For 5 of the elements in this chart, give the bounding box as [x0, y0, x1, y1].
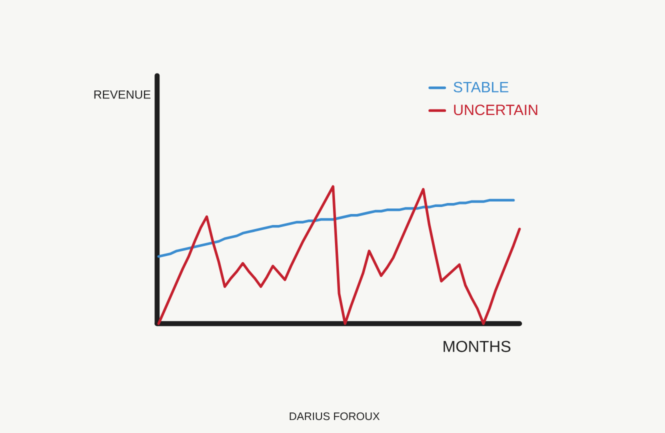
x-axis-title: MONTHS [444, 340, 510, 352]
legend-label: STABLE [454, 82, 508, 92]
text: REVENUE [94, 90, 150, 99]
text: DARIUS FOROUX [290, 412, 380, 420]
legend-label: UNCERTAIN [454, 104, 538, 116]
